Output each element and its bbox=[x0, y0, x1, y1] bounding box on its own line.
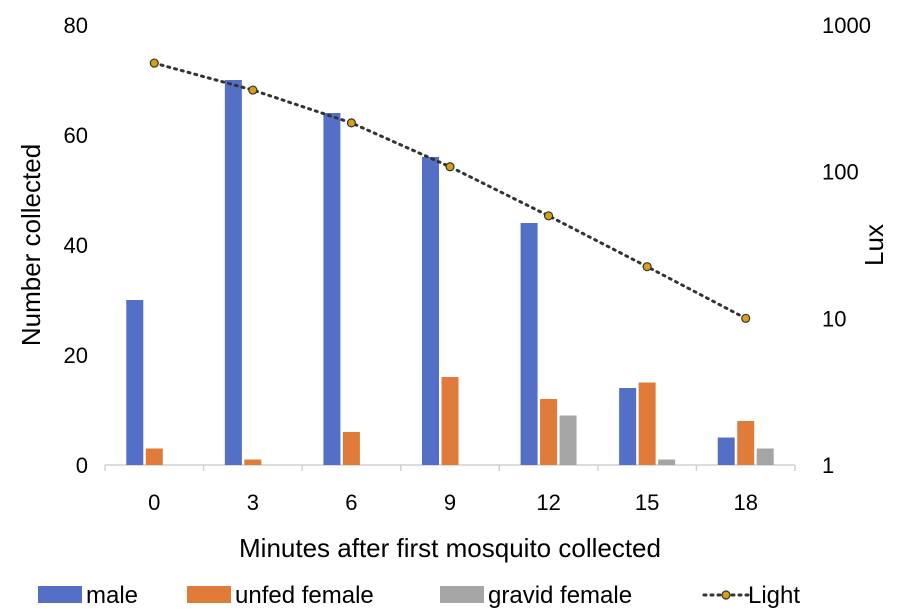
y-axis-right: 1 10 100 1000 bbox=[822, 13, 871, 478]
bar-male bbox=[422, 157, 439, 465]
legend-swatch bbox=[38, 586, 82, 603]
y2-tick-label: 1000 bbox=[822, 13, 871, 38]
light-point bbox=[248, 85, 258, 95]
bar-male bbox=[717, 437, 735, 465]
bar-gravid-female bbox=[756, 448, 774, 465]
bar-unfed-female bbox=[244, 459, 262, 465]
y-tick-label: 0 bbox=[76, 453, 88, 478]
light-line bbox=[152, 61, 748, 320]
bar-unfed-female bbox=[441, 377, 459, 465]
x-tick-label: 6 bbox=[345, 490, 357, 515]
bar-male bbox=[126, 300, 144, 465]
y2-tick-label: 100 bbox=[822, 160, 859, 185]
legend-label: gravid female bbox=[488, 582, 632, 609]
x-axis: 0 3 6 9 12 15 18 bbox=[104, 465, 796, 515]
y-tick-label: 20 bbox=[64, 343, 88, 368]
light-point bbox=[642, 262, 652, 272]
legend-marker bbox=[721, 590, 731, 600]
x-tick-label: 15 bbox=[635, 490, 659, 515]
light-series bbox=[149, 58, 751, 323]
y-tick-label: 80 bbox=[64, 13, 88, 38]
bar-unfed-female bbox=[540, 399, 558, 465]
y2-tick-label: 1 bbox=[822, 453, 834, 478]
y-axis-left: 0 20 40 60 80 bbox=[64, 13, 88, 478]
light-point bbox=[445, 162, 455, 172]
y-axis-title: Number collected bbox=[16, 144, 46, 346]
legend-label: Light bbox=[748, 582, 800, 609]
x-tick-label: 9 bbox=[444, 490, 456, 515]
x-tick-label: 18 bbox=[733, 490, 757, 515]
legend-swatch bbox=[187, 586, 231, 603]
bar-unfed-female bbox=[737, 421, 755, 465]
legend-label: unfed female bbox=[235, 582, 374, 609]
bar-male bbox=[520, 223, 538, 465]
legend-swatch bbox=[440, 586, 484, 603]
y2-tick-label: 10 bbox=[822, 306, 846, 331]
y-tick-label: 60 bbox=[64, 123, 88, 148]
legend: male unfed female gravid female Light bbox=[38, 582, 800, 609]
bar-gravid-female bbox=[559, 415, 577, 465]
legend-label: male bbox=[86, 582, 138, 609]
x-axis-title: Minutes after first mosquito collected bbox=[239, 533, 661, 563]
y2-axis-title: Lux bbox=[859, 224, 889, 266]
x-tick-label: 3 bbox=[247, 490, 259, 515]
x-tick-label: 12 bbox=[536, 490, 560, 515]
bar-unfed-female bbox=[145, 448, 163, 465]
light-point bbox=[346, 118, 357, 128]
light-point bbox=[741, 313, 751, 323]
x-tick-label: 0 bbox=[148, 490, 160, 515]
bar-unfed-female bbox=[342, 432, 360, 465]
bar-unfed-female bbox=[638, 382, 656, 465]
light-point bbox=[543, 211, 554, 221]
y-tick-label: 40 bbox=[64, 233, 88, 258]
bars bbox=[126, 80, 774, 465]
bar-male bbox=[619, 388, 637, 465]
bar-male bbox=[224, 80, 242, 465]
bar-gravid-female bbox=[658, 459, 676, 465]
light-point bbox=[149, 58, 159, 68]
bar-male bbox=[323, 113, 341, 465]
